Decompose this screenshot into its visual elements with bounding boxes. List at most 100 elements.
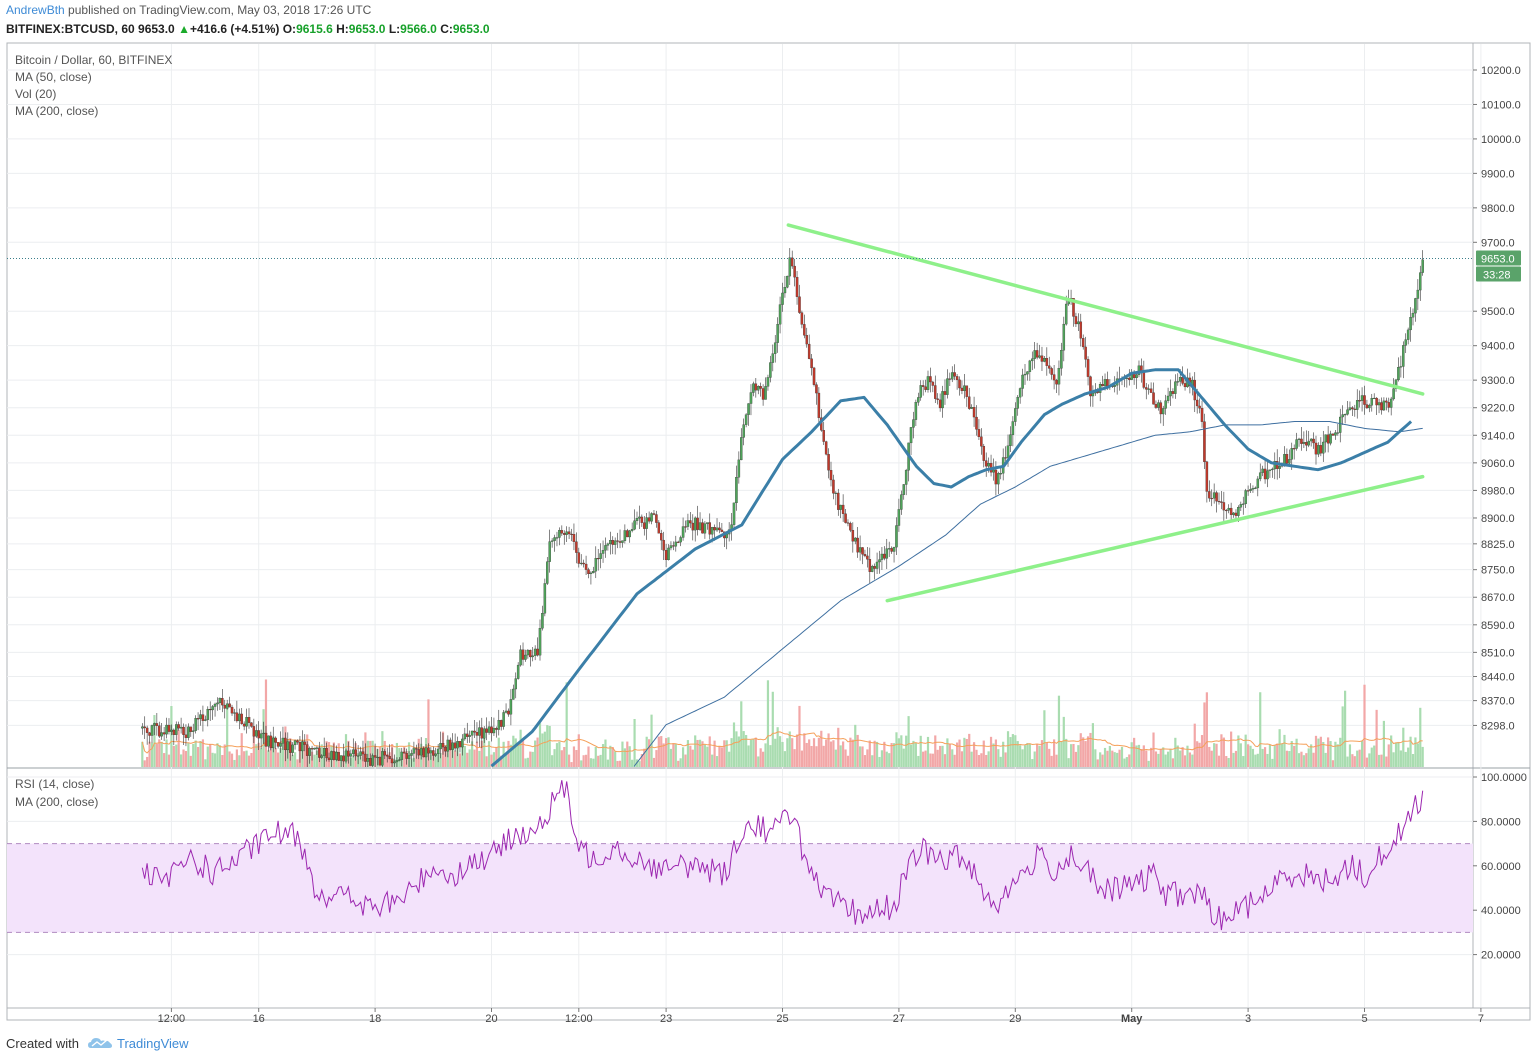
volume-bar bbox=[795, 734, 799, 767]
volume-bar bbox=[592, 758, 595, 767]
time-tick-label: 18 bbox=[369, 1013, 381, 1025]
legend-ma200[interactable]: MA (200, close) bbox=[15, 104, 99, 118]
candle bbox=[849, 523, 852, 531]
tradingview-cloud-icon bbox=[87, 1038, 112, 1048]
volume-bar bbox=[931, 753, 934, 767]
candle bbox=[1091, 392, 1095, 397]
candle bbox=[213, 703, 217, 707]
volume-bar bbox=[1133, 737, 1136, 767]
candle bbox=[1305, 442, 1308, 446]
candle bbox=[388, 756, 391, 759]
volume-bar bbox=[1014, 735, 1017, 767]
volume-bar bbox=[1043, 710, 1046, 767]
volume-bar bbox=[1179, 750, 1182, 767]
price-tick-label: 9400.0 bbox=[1481, 341, 1515, 353]
author-link[interactable]: AndrewBth bbox=[6, 3, 65, 17]
volume-bar bbox=[812, 738, 816, 767]
candle bbox=[701, 522, 704, 534]
candle bbox=[451, 742, 454, 750]
candle bbox=[1103, 379, 1107, 387]
volume-bar bbox=[1259, 692, 1262, 767]
candle bbox=[1169, 391, 1172, 397]
volume-bar bbox=[737, 736, 740, 767]
candle bbox=[1292, 448, 1296, 450]
volume-bar bbox=[575, 750, 578, 767]
candle bbox=[1237, 507, 1240, 516]
volume-bar bbox=[1176, 745, 1179, 767]
volume-bar bbox=[252, 735, 255, 767]
volume-bar bbox=[1341, 706, 1344, 767]
trend-line-resistance bbox=[786, 223, 1425, 396]
tradingview-link[interactable]: TradingView bbox=[116, 1036, 189, 1051]
last-price-tag-text: 9653.0 bbox=[1481, 253, 1515, 265]
volume-bar bbox=[512, 735, 515, 767]
volume-bar bbox=[1094, 749, 1097, 767]
rsi-tick-label: 20.0000 bbox=[1481, 950, 1521, 962]
candle bbox=[155, 723, 159, 726]
legend-ma50[interactable]: MA (50, close) bbox=[15, 70, 92, 84]
volume-bar bbox=[856, 734, 859, 767]
volume-bar bbox=[492, 752, 496, 767]
candle bbox=[335, 752, 338, 760]
volume-bar bbox=[1397, 741, 1400, 767]
candle bbox=[1343, 414, 1347, 416]
candle bbox=[1183, 383, 1187, 388]
volume-bar bbox=[1009, 737, 1012, 767]
candle bbox=[829, 470, 833, 481]
volume-bar bbox=[456, 748, 459, 767]
volume-bar bbox=[885, 751, 888, 767]
volume-bar bbox=[975, 749, 978, 767]
volume-bar bbox=[740, 701, 743, 767]
price-tick-label: 9220.0 bbox=[1481, 403, 1515, 415]
candle bbox=[596, 558, 600, 560]
volume-bar bbox=[803, 733, 806, 767]
volume-bar bbox=[293, 752, 297, 767]
legend-volume[interactable]: Vol (20) bbox=[15, 87, 57, 101]
volume-bar bbox=[541, 733, 544, 767]
candle bbox=[546, 561, 549, 584]
candle bbox=[635, 518, 639, 521]
candle bbox=[854, 537, 857, 542]
legend-rsi[interactable]: RSI (14, close) bbox=[15, 777, 95, 791]
legend-rsi-ma[interactable]: MA (200, close) bbox=[15, 795, 99, 809]
volume-bar bbox=[863, 755, 867, 767]
candle bbox=[407, 755, 411, 759]
candle bbox=[514, 678, 518, 690]
volume-bar bbox=[478, 750, 481, 767]
volume-bar bbox=[563, 747, 566, 767]
candle bbox=[980, 436, 983, 447]
candle bbox=[1164, 400, 1167, 409]
candle bbox=[255, 730, 258, 737]
candle bbox=[1062, 323, 1066, 351]
rsi-tick-label: 60.0000 bbox=[1481, 861, 1521, 873]
candle bbox=[347, 750, 350, 757]
candle bbox=[740, 437, 743, 461]
price-tick-label: 8670.0 bbox=[1481, 592, 1515, 604]
volume-bar bbox=[255, 744, 258, 767]
candle bbox=[541, 613, 544, 629]
candle bbox=[512, 688, 515, 700]
volume-bar bbox=[1344, 690, 1347, 767]
volume-bar bbox=[1268, 744, 1272, 767]
candle bbox=[982, 446, 986, 461]
volume-bar bbox=[1016, 741, 1019, 767]
candle bbox=[373, 755, 377, 758]
candle bbox=[790, 257, 794, 267]
candle bbox=[718, 527, 721, 531]
candle bbox=[1411, 312, 1415, 318]
candle bbox=[1239, 504, 1243, 508]
candle bbox=[288, 741, 292, 753]
candle bbox=[664, 550, 668, 561]
volume-bar bbox=[1314, 735, 1318, 767]
volume-bar bbox=[745, 735, 748, 767]
volume-bar bbox=[471, 741, 474, 767]
candle bbox=[589, 572, 593, 575]
candle bbox=[366, 758, 370, 762]
volume-bar bbox=[980, 753, 983, 767]
candle bbox=[1215, 492, 1218, 502]
price-chart[interactable]: 10200.010100.010000.09900.09800.09700.09… bbox=[0, 0, 1537, 1030]
candle bbox=[250, 722, 253, 727]
volume-bar bbox=[1273, 745, 1276, 767]
candle bbox=[832, 479, 835, 494]
volume-bar bbox=[609, 745, 612, 767]
